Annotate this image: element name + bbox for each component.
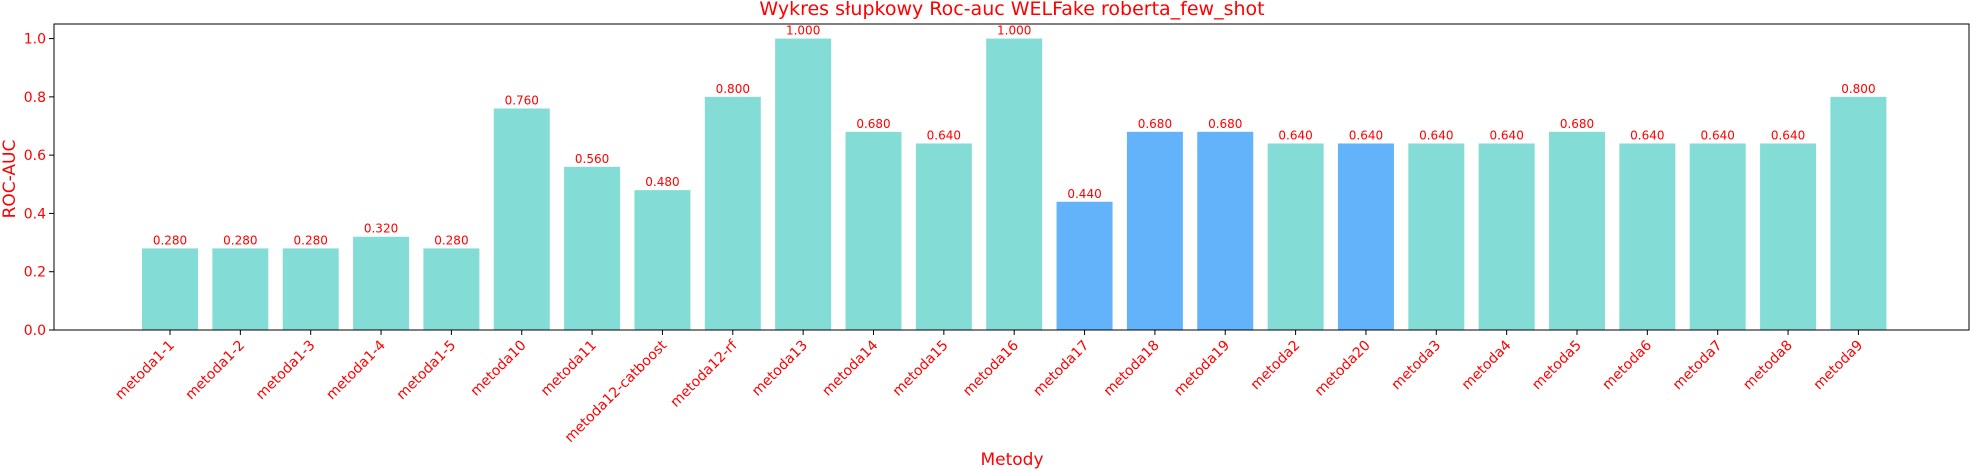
x-tick-label-metoda16: metoda16 bbox=[960, 337, 1022, 399]
data-label-metoda12-rf: 0.800 bbox=[716, 82, 750, 96]
plot-frame bbox=[53, 23, 1970, 331]
x-tick-label-metoda19: metoda19 bbox=[1171, 338, 1233, 400]
bar-metoda4 bbox=[1478, 143, 1535, 330]
y-axis-label: ROC-AUC bbox=[0, 140, 20, 219]
data-label-metoda2: 0.640 bbox=[1278, 128, 1312, 142]
data-labels-group: 0.280 0.280 0.280 0.320 0.280 0.760 0.560 0.480… bbox=[153, 24, 1876, 248]
y-tick-label: 0.8 bbox=[24, 90, 46, 106]
data-label-metoda6: 0.640 bbox=[1630, 128, 1664, 142]
x-tick-label-metoda11: metoda11 bbox=[538, 338, 600, 400]
x-tick-label-metoda2: metoda2 bbox=[1248, 338, 1304, 394]
data-label-metoda1-3: 0.280 bbox=[294, 233, 328, 247]
bar-metoda13 bbox=[775, 38, 832, 330]
bar-metoda9 bbox=[1830, 96, 1887, 330]
x-tick-label-metoda1-4: metoda1-4 bbox=[323, 337, 389, 403]
x-tick-label-metoda17: metoda17 bbox=[1030, 338, 1092, 400]
y-tick-label: 0.2 bbox=[24, 265, 46, 281]
data-label-metoda12-catboost: 0.480 bbox=[645, 175, 679, 189]
data-label-metoda9: 0.800 bbox=[1841, 82, 1875, 96]
bar-metoda16 bbox=[986, 38, 1043, 330]
bar-metoda1-5 bbox=[423, 248, 480, 330]
data-label-metoda20: 0.640 bbox=[1349, 128, 1383, 142]
y-tick-label: 0.4 bbox=[24, 206, 46, 222]
bar-metoda18 bbox=[1126, 131, 1183, 330]
bar-metoda8 bbox=[1760, 143, 1817, 330]
x-tick-label-metoda13: metoda13 bbox=[749, 338, 811, 400]
bar-metoda1-1 bbox=[142, 248, 198, 330]
x-tick-label-metoda3: metoda3 bbox=[1388, 338, 1444, 394]
bar-metoda19 bbox=[1197, 131, 1254, 330]
bar-metoda3 bbox=[1408, 143, 1465, 330]
data-label-metoda1-1: 0.280 bbox=[153, 233, 187, 247]
y-axis: 0.0 0.2 0.4 0.6 0.8 1.0 bbox=[24, 32, 54, 339]
data-label-metoda17: 0.440 bbox=[1067, 187, 1101, 201]
data-label-metoda14: 0.680 bbox=[856, 117, 890, 131]
x-tick-label-metoda12-rf: metoda12-rf bbox=[668, 337, 742, 411]
x-tick-label-metoda1-5: metoda1-5 bbox=[394, 338, 460, 404]
data-label-metoda1-5: 0.280 bbox=[434, 233, 468, 247]
bar-metoda15 bbox=[915, 143, 972, 330]
x-tick-label-metoda20: metoda20 bbox=[1312, 338, 1374, 400]
data-label-metoda7: 0.640 bbox=[1701, 128, 1735, 142]
y-tick-label: 1.0 bbox=[24, 32, 46, 48]
bar-metoda5 bbox=[1549, 131, 1605, 330]
y-tick-label: 0.6 bbox=[24, 148, 46, 164]
x-tick-label-metoda15: metoda15 bbox=[890, 338, 952, 400]
bar-metoda1-4 bbox=[353, 236, 410, 330]
bar-metoda17 bbox=[1056, 201, 1113, 330]
bar-metoda11 bbox=[564, 166, 621, 330]
x-tick-label-metoda10: metoda10 bbox=[468, 338, 530, 400]
x-tick-label-metoda7: metoda7 bbox=[1670, 338, 1726, 394]
data-label-metoda3: 0.640 bbox=[1419, 128, 1453, 142]
bar-metoda12-catboost bbox=[634, 190, 691, 330]
data-label-metoda10: 0.760 bbox=[505, 94, 539, 108]
bar-metoda12-rf bbox=[704, 96, 761, 330]
data-label-metoda18: 0.680 bbox=[1138, 117, 1172, 131]
data-label-metoda8: 0.640 bbox=[1771, 128, 1805, 142]
bar-metoda6 bbox=[1619, 143, 1676, 330]
bar-metoda10 bbox=[493, 108, 550, 330]
x-tick-label-metoda8: metoda8 bbox=[1740, 338, 1796, 394]
x-tick-label-metoda4: metoda4 bbox=[1459, 337, 1515, 393]
bar-metoda2 bbox=[1267, 143, 1324, 330]
data-label-metoda11: 0.560 bbox=[575, 152, 609, 166]
data-label-metoda19: 0.680 bbox=[1208, 117, 1242, 131]
x-tick-label-metoda1-3: metoda1-3 bbox=[253, 338, 319, 404]
x-tick-label-metoda6: metoda6 bbox=[1600, 337, 1656, 393]
data-label-metoda1-4: 0.320 bbox=[364, 222, 398, 236]
data-label-metoda16: 1.000 bbox=[997, 24, 1031, 38]
x-tick-label-metoda1-1: metoda1-1 bbox=[112, 338, 178, 404]
x-axis: metoda1-1 metoda1-2 metoda1-3 metoda1-4 meto… bbox=[112, 330, 1866, 446]
bars-group bbox=[142, 38, 1887, 330]
data-label-metoda5: 0.680 bbox=[1560, 117, 1594, 131]
data-label-metoda13: 1.000 bbox=[786, 24, 820, 38]
x-tick-label-metoda14: metoda14 bbox=[819, 337, 881, 399]
x-axis-label: Metody bbox=[980, 450, 1043, 470]
x-tick-label-metoda9: metoda9 bbox=[1811, 338, 1867, 394]
bar-metoda1-2 bbox=[212, 248, 269, 330]
bar-metoda7 bbox=[1689, 143, 1746, 330]
x-tick-label-metoda5: metoda5 bbox=[1529, 338, 1585, 394]
y-tick-label: 0.0 bbox=[24, 323, 46, 339]
x-tick-label-metoda1-2: metoda1-2 bbox=[183, 338, 249, 404]
data-label-metoda4: 0.640 bbox=[1489, 128, 1523, 142]
data-label-metoda15: 0.640 bbox=[927, 128, 961, 142]
bar-metoda14 bbox=[845, 131, 902, 330]
chart-title: Wykres słupkowy Roc-auc WELFake roberta_… bbox=[759, 0, 1264, 20]
bar-metoda1-3 bbox=[282, 248, 339, 330]
x-tick-label-metoda18: metoda18 bbox=[1101, 338, 1163, 400]
data-label-metoda1-2: 0.280 bbox=[223, 233, 257, 247]
bar-metoda20 bbox=[1337, 143, 1394, 330]
